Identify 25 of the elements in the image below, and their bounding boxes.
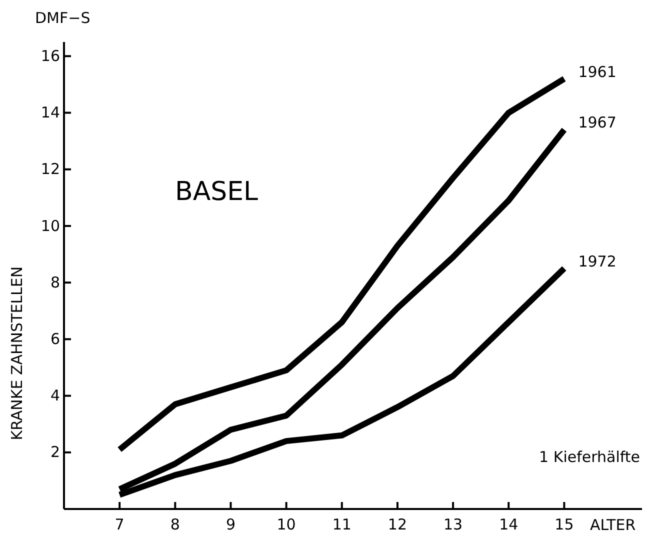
series-label: 1961 (578, 62, 616, 81)
y-tick-label: 10 (40, 216, 60, 235)
y-tick-label: 14 (40, 104, 60, 122)
text: BASEL (175, 177, 259, 207)
x-axis-title: ALTER (590, 516, 636, 534)
x-tick-label: 10 (276, 516, 296, 534)
y-tick-label: 16 (40, 46, 60, 65)
x-tick-label: 9 (226, 516, 236, 534)
annotation: 1 Kieferhälfte (539, 448, 640, 466)
series-label: 1967 (578, 114, 616, 132)
y-tick-label: 6 (50, 330, 60, 348)
x-tick-label: 12 (388, 516, 408, 534)
x-tick-label: 11 (332, 516, 352, 534)
y-tick-label: 2 (50, 443, 60, 462)
x-tick-label: 14 (499, 516, 518, 534)
y-tick-label: 4 (50, 386, 60, 405)
text: DMF−S (35, 9, 90, 27)
x-tick-label: 7 (114, 516, 124, 534)
x-tick-label: 8 (170, 516, 180, 534)
y-tick-label: 12 (40, 160, 60, 178)
y-tick-label: 8 (50, 273, 60, 292)
y-axis-title: KRANKE ZAHNSTELLEN (8, 266, 26, 440)
series-label: 1972 (578, 252, 616, 270)
x-tick-label: 13 (443, 516, 463, 534)
x-tick-label: 15 (554, 516, 574, 534)
